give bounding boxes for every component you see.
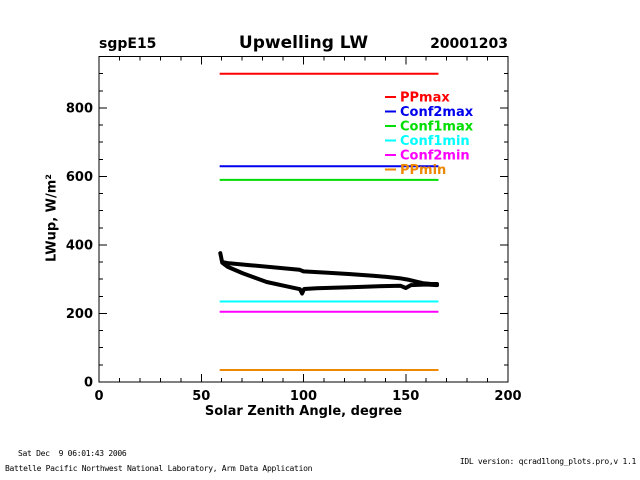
y-tick-label: 800 bbox=[66, 101, 93, 116]
x-axis-title: Solar Zenith Angle, degree bbox=[204, 404, 403, 419]
footer-version-block: IDL version: qcrad1long_plots.pro,v 1.1 … bbox=[401, 441, 636, 480]
x-tick-label: 0 bbox=[94, 389, 103, 404]
y-tick-label: 200 bbox=[66, 307, 93, 322]
x-tick-label: 200 bbox=[494, 389, 521, 404]
data-curve bbox=[218, 251, 439, 296]
legend-label-ppmax: PPmax bbox=[400, 91, 450, 106]
plot-title: Upwelling LW bbox=[238, 33, 369, 53]
y-axis-title: LWup, W/m² bbox=[44, 174, 60, 262]
site-label: sgpE15 bbox=[99, 36, 157, 52]
x-tick-label: 100 bbox=[290, 389, 317, 404]
x-tick-label: 50 bbox=[192, 389, 210, 404]
y-tick-label: 400 bbox=[66, 238, 93, 253]
footer-idl-version: IDL version: qcrad1long_plots.pro,v 1.1 bbox=[459, 456, 636, 466]
legend-label-conf2max: Conf2max bbox=[400, 105, 474, 120]
legend-label-ppmin: PPmin bbox=[400, 163, 446, 178]
legend-label-conf1min: Conf1min bbox=[400, 134, 470, 149]
legend-label-conf1max: Conf1max bbox=[400, 120, 474, 135]
y-tick-label: 0 bbox=[84, 376, 93, 391]
y-tick-label: 600 bbox=[66, 170, 93, 185]
x-tick-label: 150 bbox=[392, 389, 419, 404]
footer-plot-timestamp: Sat Dec 9 06:01:43 2006 bbox=[18, 449, 127, 458]
footer-organization: Battelle Pacific Northwest National Labo… bbox=[5, 464, 313, 473]
date-label: 20001203 bbox=[430, 36, 508, 52]
legend-label-conf2min: Conf2min bbox=[400, 149, 470, 164]
